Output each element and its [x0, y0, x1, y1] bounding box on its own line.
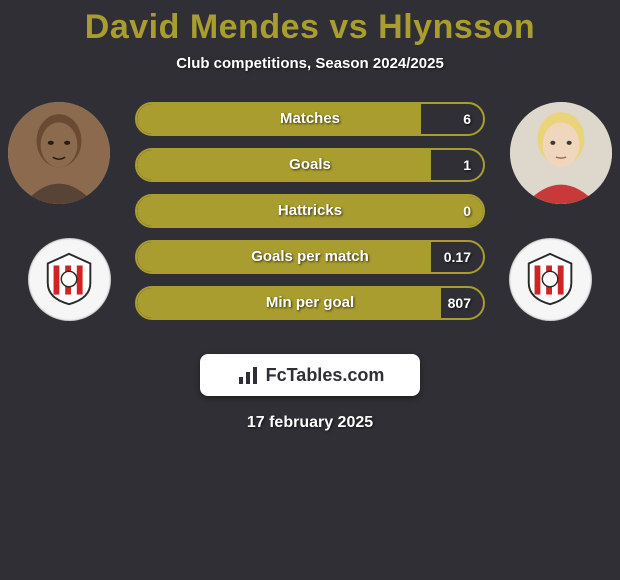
competition-subtitle: Club competitions, Season 2024/2025 — [0, 55, 620, 72]
stat-bars-container: Matches 6 Goals 1 Hattricks 0 Goals per … — [135, 102, 485, 332]
stat-label: Min per goal — [137, 288, 483, 318]
watermark-badge: FcTables.com — [200, 354, 420, 396]
player-a-club-badge — [28, 238, 111, 321]
stat-bar: Goals per match 0.17 — [135, 240, 485, 274]
bar-chart-icon — [236, 363, 260, 387]
comparison-title: David Mendes vs Hlynsson — [0, 0, 620, 47]
person-silhouette-icon — [510, 102, 612, 204]
stat-value: 807 — [448, 288, 471, 318]
stat-bar: Min per goal 807 — [135, 286, 485, 320]
stat-label: Hattricks — [137, 196, 483, 226]
person-silhouette-icon — [8, 102, 110, 204]
club-crest-icon — [521, 250, 579, 308]
stat-value: 6 — [463, 104, 471, 134]
stat-label: Goals — [137, 150, 483, 180]
snapshot-date: 17 february 2025 — [0, 414, 620, 432]
comparison-body: Matches 6 Goals 1 Hattricks 0 Goals per … — [0, 102, 620, 342]
player-b-portrait — [510, 102, 612, 204]
stat-value: 1 — [463, 150, 471, 180]
stat-bar: Matches 6 — [135, 102, 485, 136]
player-b-name: Hlynsson — [378, 8, 535, 46]
stat-label: Goals per match — [137, 242, 483, 272]
stat-value: 0 — [463, 196, 471, 226]
stat-bar: Hattricks 0 — [135, 194, 485, 228]
vs-separator: vs — [329, 8, 368, 46]
watermark-text: FcTables.com — [266, 365, 385, 386]
player-b-club-badge — [509, 238, 592, 321]
stat-bar: Goals 1 — [135, 148, 485, 182]
player-a-name: David Mendes — [85, 8, 320, 46]
club-crest-icon — [40, 250, 98, 308]
stat-label: Matches — [137, 104, 483, 134]
player-a-portrait — [8, 102, 110, 204]
stat-value: 0.17 — [444, 242, 471, 272]
